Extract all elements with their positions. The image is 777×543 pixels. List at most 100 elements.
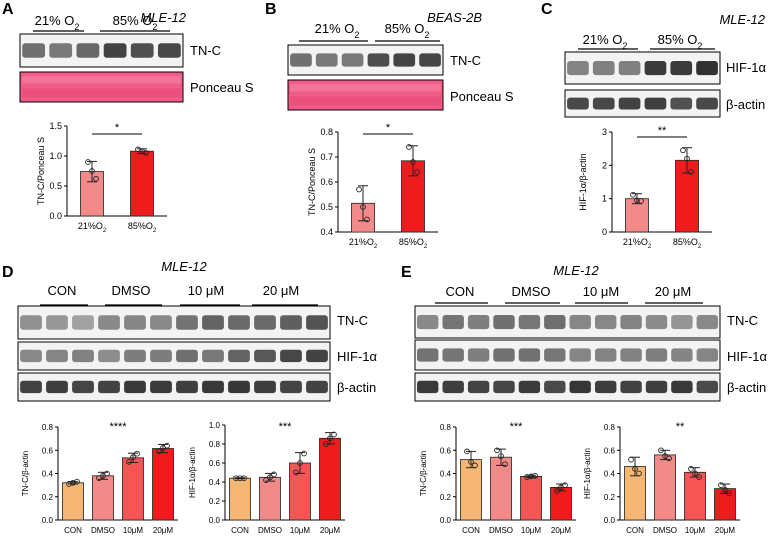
panel-a-chart-tick-label: 1.5 [49, 121, 62, 131]
panel-b-group-21-main: 21% O [315, 21, 355, 36]
panel-b-ponceau-band [290, 96, 441, 106]
panel-d-chart-tnc-bar [92, 475, 114, 521]
panel-c-blot-label-actin: β-actin [726, 97, 765, 112]
panel-b-blot-tnc-frame [287, 44, 444, 76]
panel-b-ponceau-band [290, 84, 441, 92]
panel-e-chart-tnc-point [528, 473, 534, 480]
panel-e-chart-hif-category: 10μM [685, 526, 706, 535]
panel-d-chart-tnc-significance: **** [109, 421, 127, 433]
panel-a-ponceau [19, 71, 184, 103]
panel-e-chart-hif-tick-label: 0.2 [604, 493, 616, 502]
panel-d-chart-tnc [55, 426, 178, 521]
panel-a-chart-point [93, 175, 99, 182]
panel-e-group-label: 10 μM [583, 284, 619, 299]
panel-e-blot-tnc-band [544, 315, 566, 330]
panel-e-blot-hif [414, 339, 721, 371]
panel-d-chart-hif-category: 20μM [320, 526, 341, 535]
panel-a-blot-tnc-band [158, 43, 181, 58]
panel-e-chart-tnc-category: 20μM [551, 526, 572, 535]
panel-e-chart-hif-bar [654, 454, 676, 521]
panel-c-blot-actin-frame [564, 89, 721, 118]
panel-b-blot-tnc-band [315, 53, 338, 67]
panel-e-chart-hif-tick-label: 0.8 [604, 423, 616, 432]
panel-d-blot-actin-frame [17, 372, 331, 402]
panel-e-blot-tnc-band [696, 315, 718, 330]
panel-e-blot-tnc-band [442, 315, 464, 330]
panel-d-blot-tnc-band [202, 315, 224, 330]
panel-d-blot-hif-band [72, 349, 94, 363]
panel-d-chart-tnc-point [66, 481, 72, 487]
panel-d-blot-hif-band [20, 349, 42, 363]
panel-b-chart-point [414, 169, 420, 175]
panel-d-chart-tnc-bar [122, 457, 144, 521]
panel-a-chart-category: 85%O2 [128, 221, 157, 234]
panel-b-chart-ylabel: TN-C/Ponceau S [307, 148, 317, 216]
panel-e-chart-tnc-point [532, 472, 538, 479]
panel-e-chart-hif-point [666, 455, 672, 462]
panel-a-group-21: 21% O2 [35, 13, 80, 32]
panel-c-blot-hif-band [592, 61, 615, 76]
panel-d-blot-actin-band [280, 380, 302, 394]
panel-e-blot-hif-band [620, 348, 642, 362]
panel-d-chart-hif-category: DMSO [258, 526, 282, 535]
panel-d-blot-actin-band [150, 380, 172, 394]
panel-b-chart-category-main: 21%O [349, 237, 374, 247]
panel-e-chart-tnc-point [554, 488, 560, 494]
panel-c-chart-category-main: 85%O [673, 237, 698, 247]
panel-e-chart-hif-point [692, 470, 698, 477]
panel-c-group-85-subscript: 2 [697, 41, 702, 51]
panel-e-chart-tnc-point [472, 462, 478, 469]
panel-e-chart-tnc-point [524, 474, 530, 480]
panel-e-blot-label-hif: HIF-1α [727, 349, 768, 364]
panel-d-chart-tnc-point [74, 478, 80, 485]
panel-e-blot-hif-band [671, 348, 693, 362]
panel-d-chart-tnc-point [164, 442, 170, 449]
panel-a-group-85-main: 85% O [113, 13, 153, 28]
panel-e-blot-hif-band [569, 348, 591, 362]
panel-b-ponceau [287, 79, 444, 111]
panel-d-chart-hif-tick-label: 1.0 [209, 421, 221, 430]
panel-e-cell-line: MLE-12 [553, 263, 599, 278]
panel-a-ponceau-band [22, 88, 181, 98]
panel-e-blot-tnc-band [518, 315, 541, 330]
panel-b-chart-point [364, 216, 370, 223]
panel-c-group-21: 21% O2 [583, 32, 628, 51]
panel-a-chart-category: 21%O2 [78, 221, 107, 234]
panel-c-blot-actin-band [592, 97, 615, 110]
panel-e-blot-actin-band [569, 380, 591, 394]
panel-b-chart-category: 21%O2 [349, 237, 378, 250]
panel-a-chart-category-subscript: 2 [153, 228, 157, 234]
panel-c-blot-hif-band [670, 61, 693, 76]
panel-d-chart-tnc-point [70, 479, 76, 486]
panel-e-chart-tnc-point [562, 482, 568, 488]
panel-d-chart-tnc-category: 10μM [123, 526, 144, 535]
panel-e-blot-actin-band [645, 380, 668, 394]
panel-b-chart-tick-label: 0.5 [320, 202, 333, 212]
panel-a-group-85: 85% O2 [113, 13, 158, 32]
panel-a-chart-point [89, 168, 95, 174]
panel-c-group-21-subscript: 2 [622, 41, 627, 51]
panel-c-chart-tick-label: 1 [602, 194, 607, 204]
panel-a-ponceau-band [22, 76, 181, 84]
panel-e-blot-tnc-band [595, 315, 617, 330]
panel-d-blot-hif-band [228, 349, 250, 363]
panel-d-chart-tnc-bar [152, 448, 174, 521]
panel-d-blot-tnc-band [46, 315, 68, 330]
panel-d-blot-tnc [17, 305, 331, 340]
panel-d-chart-hif-point [233, 475, 239, 482]
panel-e-chart-hif-category: 20μM [715, 526, 736, 535]
panel-e-blot-hif-band [595, 348, 617, 362]
blot-layer [17, 30, 721, 402]
panel-d-blot-hif [17, 341, 331, 371]
panel-d-blot-label-tnc: TN-C [337, 313, 368, 328]
panel-d-blot-label-hif: HIF-1α [337, 349, 378, 364]
panel-b-blot-label-tnc: TN-C [450, 53, 481, 68]
panel-e-chart-hif-point [628, 456, 634, 463]
panel-e-blot-actin-frame [414, 372, 721, 402]
panel-d-chart-tnc-category: 20μM [153, 526, 174, 535]
panel-b-group-85: 85% O2 [385, 21, 430, 40]
panel-c-chart-point [634, 197, 640, 204]
panel-d-chart-hif-point [323, 441, 329, 447]
panel-e-chart-tnc-category: DMSO [489, 526, 513, 535]
